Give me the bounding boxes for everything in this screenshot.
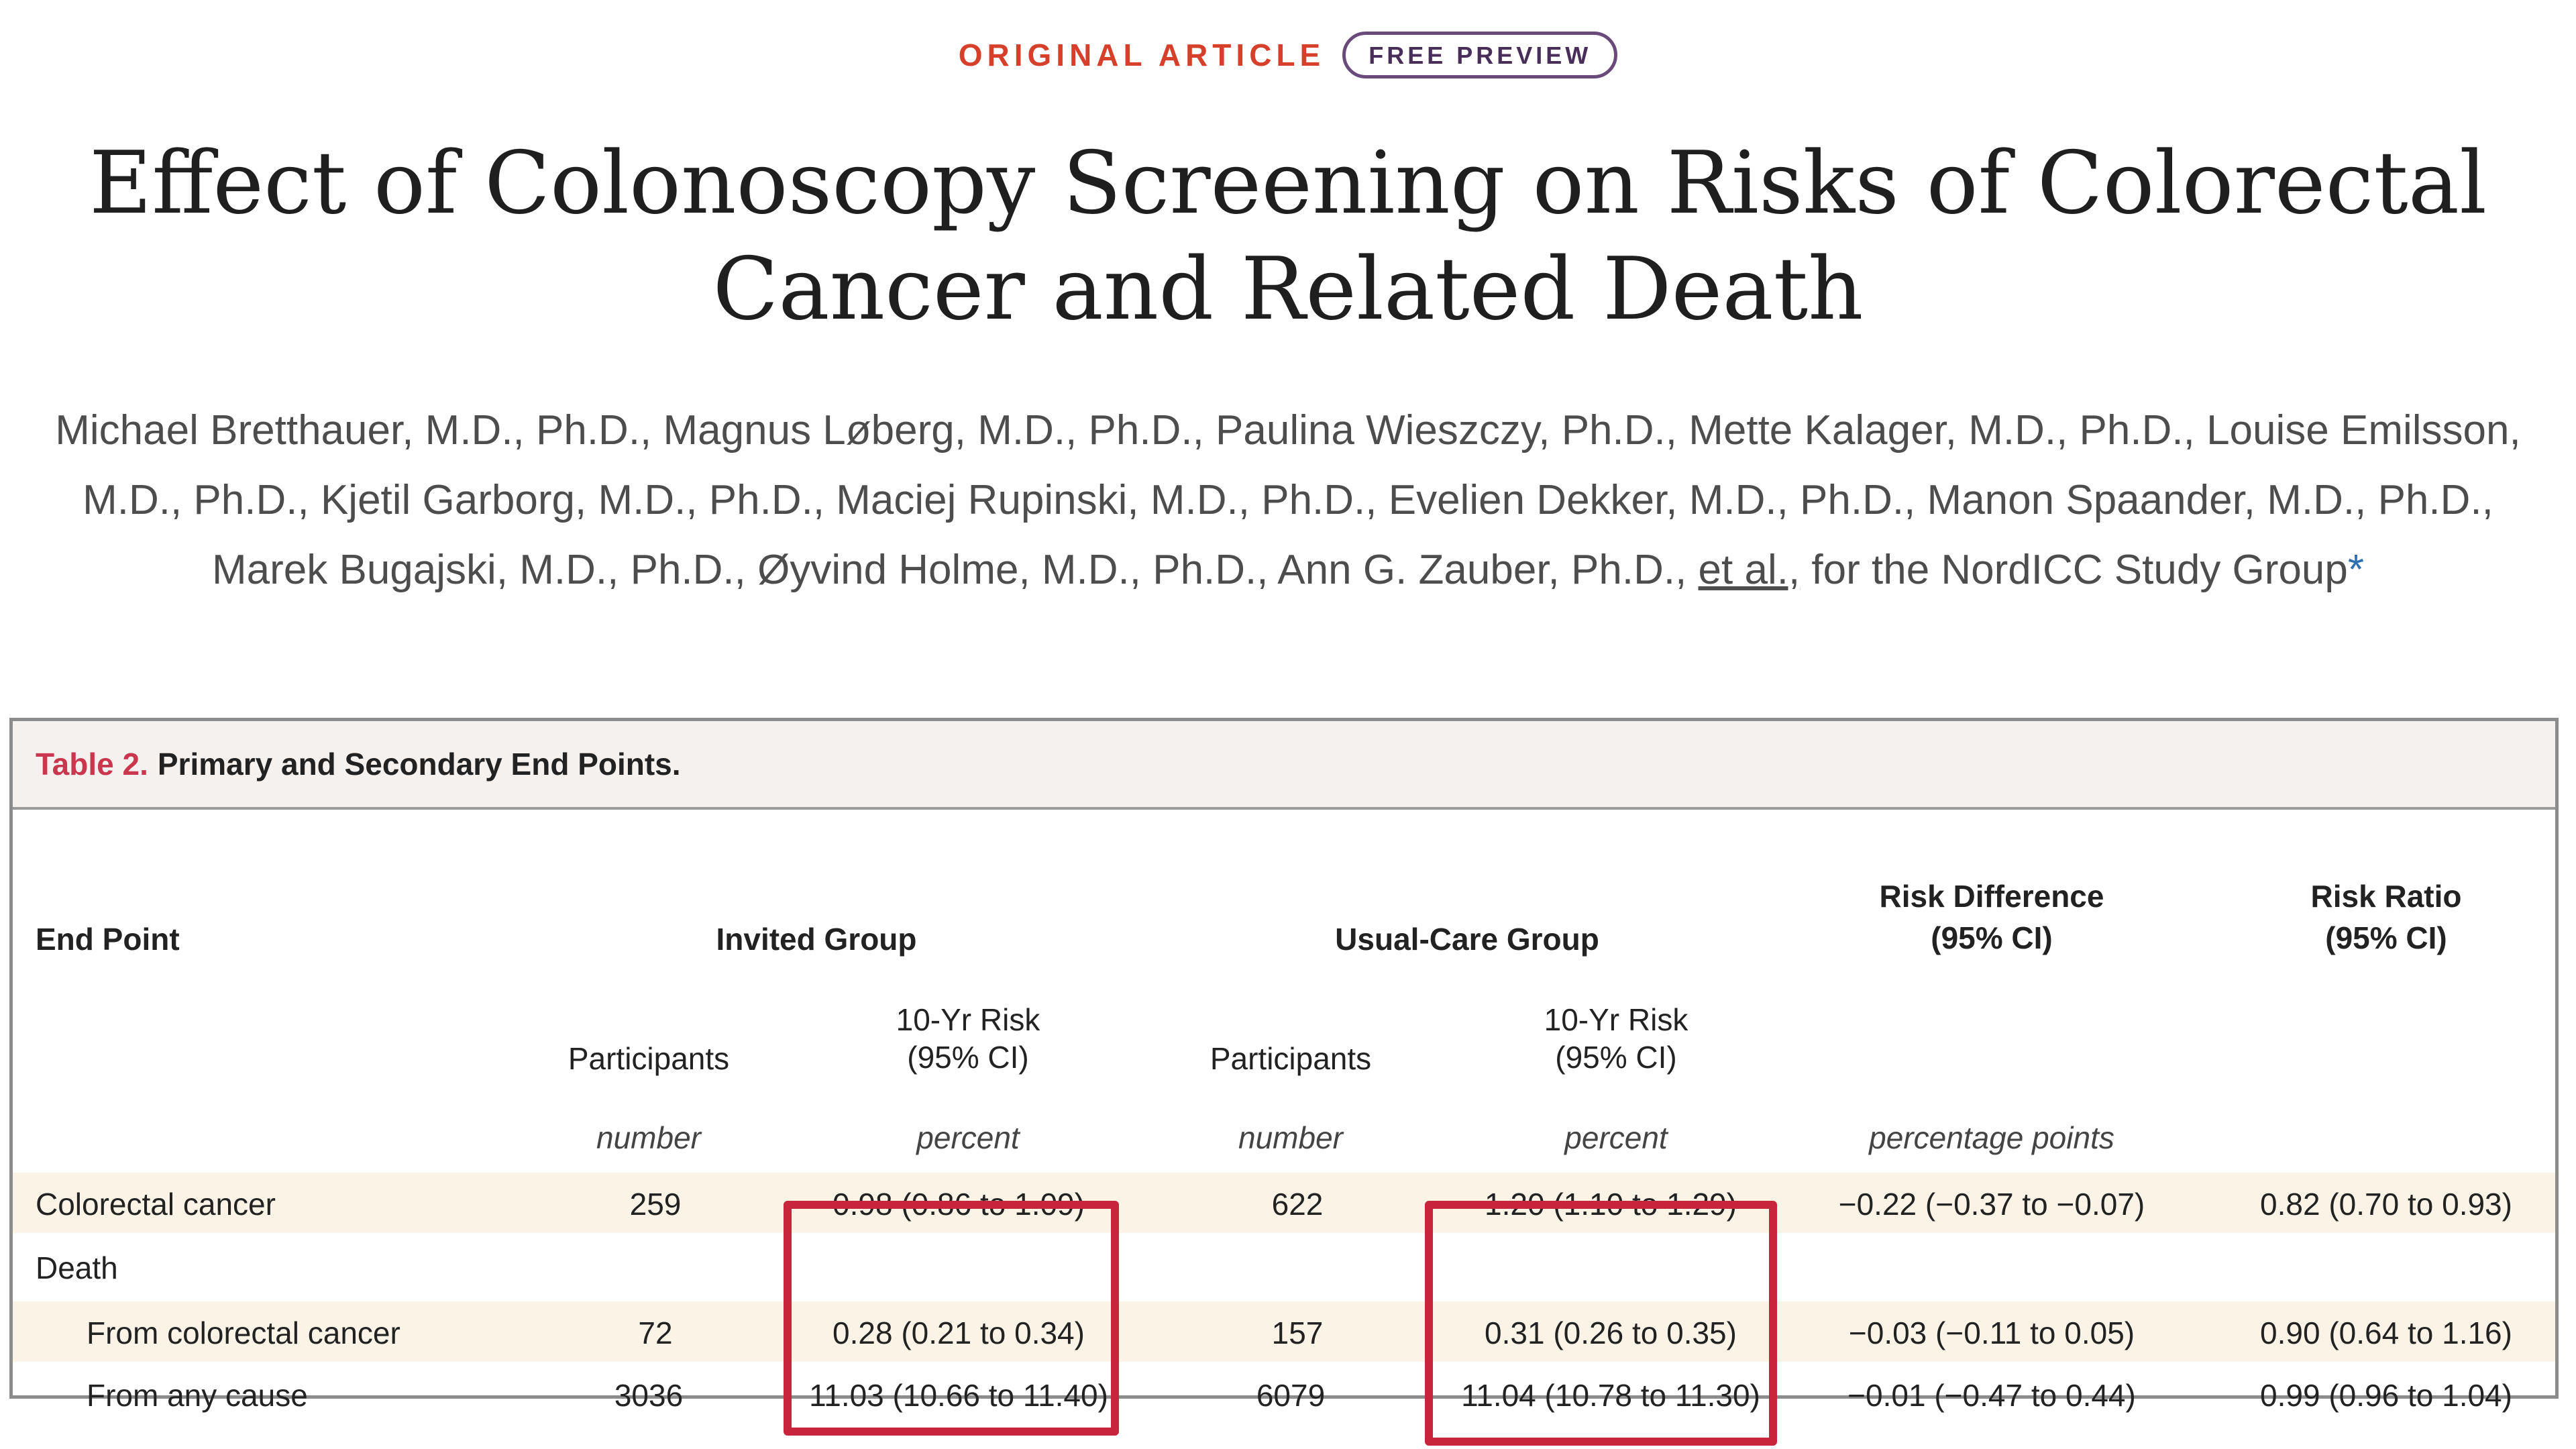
row-risk-ratio: 0.82 (0.70 to 0.93) <box>2260 1187 2512 1222</box>
row-usual-risk: 11.04 (10.78 to 11.30) <box>1461 1378 1760 1413</box>
unit-usual-participants: number <box>1238 1120 1343 1155</box>
row-invited-risk: 0.28 (0.21 to 0.34) <box>833 1316 1085 1350</box>
article-header: ORIGINAL ARTICLE FREE PREVIEW <box>0 28 2576 82</box>
highlight-box-usual-care-risk <box>1425 1201 1777 1446</box>
row-band-colorectal <box>13 1173 2555 1233</box>
table-caption: Table 2. Primary and Secondary End Point… <box>13 721 2555 810</box>
row-risk-difference: −0.01 (−0.47 to 0.44) <box>1847 1378 2136 1413</box>
header-end-point: End Point <box>36 922 180 957</box>
table-body: End Point Invited Group Usual-Care Group… <box>13 807 2555 1413</box>
header-usual-risk: 10-Yr Risk <box>1544 1002 1688 1037</box>
row-usual-risk: 0.31 (0.26 to 0.35) <box>1485 1316 1737 1350</box>
row-end-point: Colorectal cancer <box>36 1187 276 1222</box>
row-risk-difference: −0.22 (−0.37 to −0.07) <box>1838 1187 2145 1222</box>
article-title: Effect of Colonoscopy Screening on Risks… <box>89 133 2487 339</box>
unit-risk-difference: percentage points <box>1869 1120 2114 1155</box>
table-caption-text: Primary and Secondary End Points. <box>157 747 681 782</box>
header-usual-risk-ci: (95% CI) <box>1555 1040 1677 1075</box>
row-invited-participants: 72 <box>638 1316 673 1350</box>
results-table: Table 2. Primary and Secondary End Point… <box>9 718 2559 1413</box>
row-usual-participants: 6079 <box>1256 1378 1326 1413</box>
study-group: for the NordICC Study Group <box>1811 547 2348 593</box>
row-usual-participants: 157 <box>1271 1316 1324 1350</box>
table-caption-label: Table 2. <box>36 747 148 782</box>
header-invited-group: Invited Group <box>716 922 917 957</box>
row-invited-risk: 11.03 (10.66 to 11.40) <box>809 1378 1108 1413</box>
header-risk-ratio-ci: (95% CI) <box>2325 920 2447 955</box>
header-risk-difference: Risk Difference <box>1879 879 2104 914</box>
authors-text: Michael Bretthauer, M.D., Ph.D., Magnus … <box>55 407 2521 593</box>
unit-usual-risk: percent <box>1564 1120 1668 1155</box>
et-al-link[interactable]: et al., <box>1698 547 1801 593</box>
row-invited-participants: 3036 <box>614 1378 684 1413</box>
highlight-box-invited-risk <box>784 1201 1119 1436</box>
author-list: Michael Bretthauer, M.D., Ph.D., Magnus … <box>40 396 2536 605</box>
header-invited-risk: 10-Yr Risk <box>896 1002 1040 1037</box>
header-usual-care-group: Usual-Care Group <box>1335 922 1599 957</box>
header-usual-participants: Participants <box>1210 1041 1372 1076</box>
row-risk-ratio: 0.99 (0.96 to 1.04) <box>2260 1378 2512 1413</box>
row-end-point: From any cause <box>87 1378 308 1413</box>
free-preview-badge[interactable]: FREE PREVIEW <box>1342 32 1618 78</box>
unit-invited-participants: number <box>596 1120 701 1155</box>
header-invited-risk-ci: (95% CI) <box>907 1040 1029 1075</box>
header-invited-participants: Participants <box>568 1041 730 1076</box>
row-usual-participants: 622 <box>1271 1187 1324 1222</box>
row-end-point: Death <box>36 1250 118 1285</box>
row-invited-participants: 259 <box>629 1187 682 1222</box>
row-end-point: From colorectal cancer <box>87 1316 400 1350</box>
header-risk-difference-ci: (95% CI) <box>1931 920 2053 955</box>
row-band-from-colorectal <box>13 1301 2555 1362</box>
row-risk-difference: −0.03 (−0.11 to 0.05) <box>1848 1316 2135 1350</box>
unit-invited-risk: percent <box>916 1120 1020 1155</box>
header-risk-ratio: Risk Ratio <box>2310 879 2462 914</box>
footnote-mark-link[interactable]: * <box>2347 547 2365 593</box>
article-type-label: ORIGINAL ARTICLE <box>958 38 1326 72</box>
row-risk-ratio: 0.90 (0.64 to 1.16) <box>2260 1316 2512 1350</box>
